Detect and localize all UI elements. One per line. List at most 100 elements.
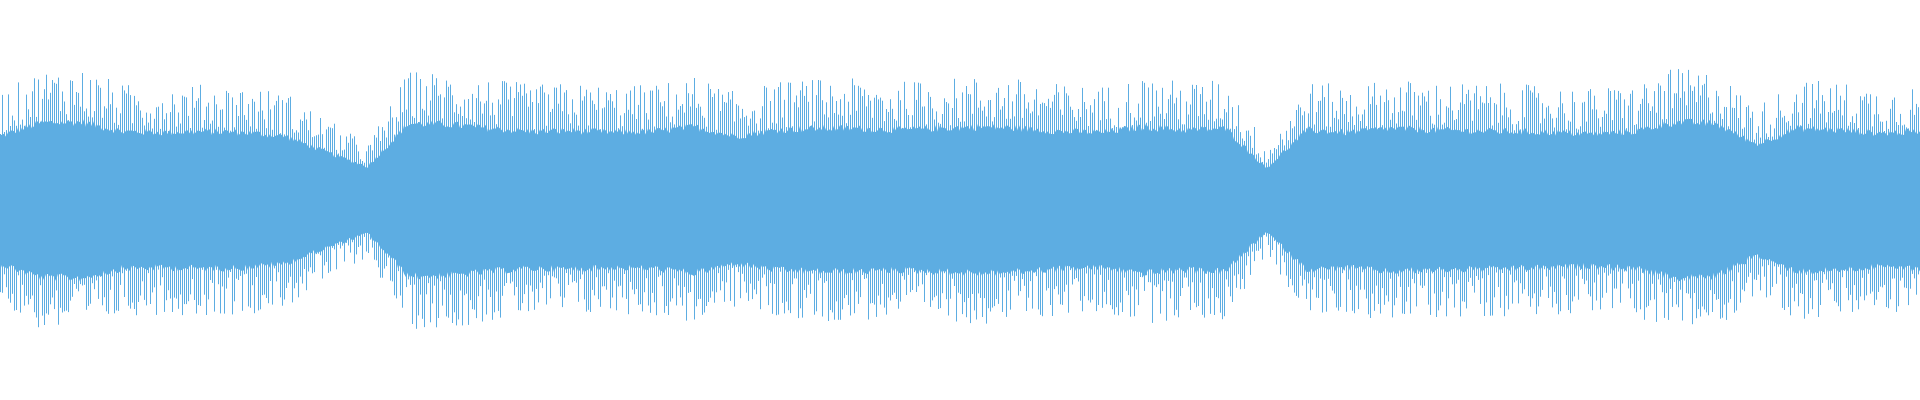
waveform-bar	[632, 114, 633, 290]
waveform-bar	[1200, 94, 1201, 283]
waveform-bar	[1844, 100, 1845, 271]
waveform-bar	[1874, 114, 1875, 306]
waveform-bar	[310, 111, 311, 268]
waveform-bar	[956, 98, 957, 322]
waveform-bar	[728, 92, 729, 270]
waveform-bar	[526, 93, 527, 285]
waveform-bar	[1368, 86, 1369, 315]
waveform-bar	[1652, 106, 1653, 284]
waveform-bar	[494, 114, 495, 313]
waveform-bar	[822, 100, 823, 317]
waveform-bar	[1512, 124, 1513, 304]
waveform-bar	[724, 102, 725, 302]
waveform-bar	[1770, 124, 1771, 296]
waveform-bar	[1902, 125, 1903, 278]
waveform-bar	[1660, 85, 1661, 285]
waveform-bar	[574, 112, 575, 281]
waveform-bar	[1190, 104, 1191, 310]
waveform-bar	[1088, 126, 1089, 301]
waveform-bar	[894, 119, 895, 293]
waveform-bar	[1578, 129, 1579, 300]
waveform-bar	[1610, 91, 1611, 274]
waveform-bar	[962, 92, 963, 315]
waveform-bar	[666, 116, 667, 306]
waveform-bar	[1032, 111, 1033, 309]
waveform-bar	[1164, 119, 1165, 281]
waveform-bar	[202, 127, 203, 270]
waveform-bar	[134, 95, 135, 310]
waveform-bar	[404, 79, 405, 274]
waveform-bar	[382, 127, 383, 278]
waveform-bar	[738, 105, 739, 273]
waveform-bar	[1424, 96, 1425, 286]
waveform-bar	[1352, 116, 1353, 311]
waveform-bar	[1132, 125, 1133, 287]
waveform-bar	[706, 126, 707, 306]
waveform-bar	[1170, 94, 1171, 299]
waveform-bar	[848, 101, 849, 305]
waveform-bar	[1790, 125, 1791, 316]
waveform-bar	[1144, 82, 1145, 291]
waveform-bar	[1532, 92, 1533, 299]
waveform-bar	[754, 110, 755, 290]
waveform-bar	[362, 161, 363, 260]
waveform-bar	[1798, 112, 1799, 307]
waveform-bar	[860, 87, 861, 298]
waveform-bar	[366, 151, 367, 252]
waveform-bar	[1818, 81, 1819, 317]
waveform-bar	[1478, 109, 1479, 280]
waveform-bar	[758, 130, 759, 281]
waveform-bar	[850, 114, 851, 316]
waveform-bar	[1212, 80, 1213, 289]
waveform-bar	[872, 117, 873, 303]
waveform-bar	[212, 120, 213, 283]
waveform-bars	[0, 69, 1920, 329]
waveform-bar	[664, 101, 665, 313]
waveform-bar	[694, 78, 695, 320]
waveform-bar	[1476, 85, 1477, 276]
waveform-bar	[428, 115, 429, 284]
waveform-bar	[1166, 113, 1167, 321]
waveform-bar	[1030, 113, 1031, 282]
waveform-bar	[1668, 74, 1669, 320]
waveform-bar	[1354, 125, 1355, 314]
waveform-bar	[668, 83, 669, 315]
waveform-bar	[1890, 108, 1891, 300]
waveform-bar	[1530, 90, 1531, 307]
waveform-bar	[1586, 121, 1587, 281]
waveform-bar	[652, 90, 653, 293]
waveform-bar	[940, 123, 941, 309]
waveform-bar	[984, 106, 985, 299]
waveform-bar	[1286, 130, 1287, 276]
waveform-bar	[656, 85, 657, 316]
waveform-bar	[1720, 113, 1721, 319]
waveform-bar	[548, 94, 549, 276]
waveform-bar	[190, 128, 191, 295]
waveform-bar	[826, 102, 827, 282]
waveform-bar	[756, 123, 757, 295]
waveform-bar	[284, 134, 285, 300]
waveform-bar	[882, 100, 883, 284]
waveform-bar	[1576, 128, 1577, 276]
waveform-bar	[218, 126, 219, 285]
waveform-bar	[1302, 115, 1303, 286]
waveform-bar	[1754, 139, 1755, 280]
waveform-bar	[1642, 98, 1643, 273]
waveform-bar	[692, 94, 693, 276]
waveform-bar	[1706, 75, 1707, 313]
waveform-bar	[1556, 117, 1557, 304]
waveform-bar	[1498, 122, 1499, 287]
waveform-bar	[132, 123, 133, 303]
waveform-bar	[236, 105, 237, 279]
waveform-bar	[1418, 95, 1419, 274]
waveform-bar	[1574, 102, 1575, 297]
waveform-bar	[922, 106, 923, 285]
waveform-bar	[100, 87, 101, 277]
waveform-bar	[1548, 105, 1549, 298]
waveform-bar	[530, 90, 531, 286]
waveform-bar	[600, 129, 601, 307]
waveform-bar	[1272, 153, 1273, 250]
waveform-bar	[672, 116, 673, 299]
waveform-bar	[472, 93, 473, 310]
